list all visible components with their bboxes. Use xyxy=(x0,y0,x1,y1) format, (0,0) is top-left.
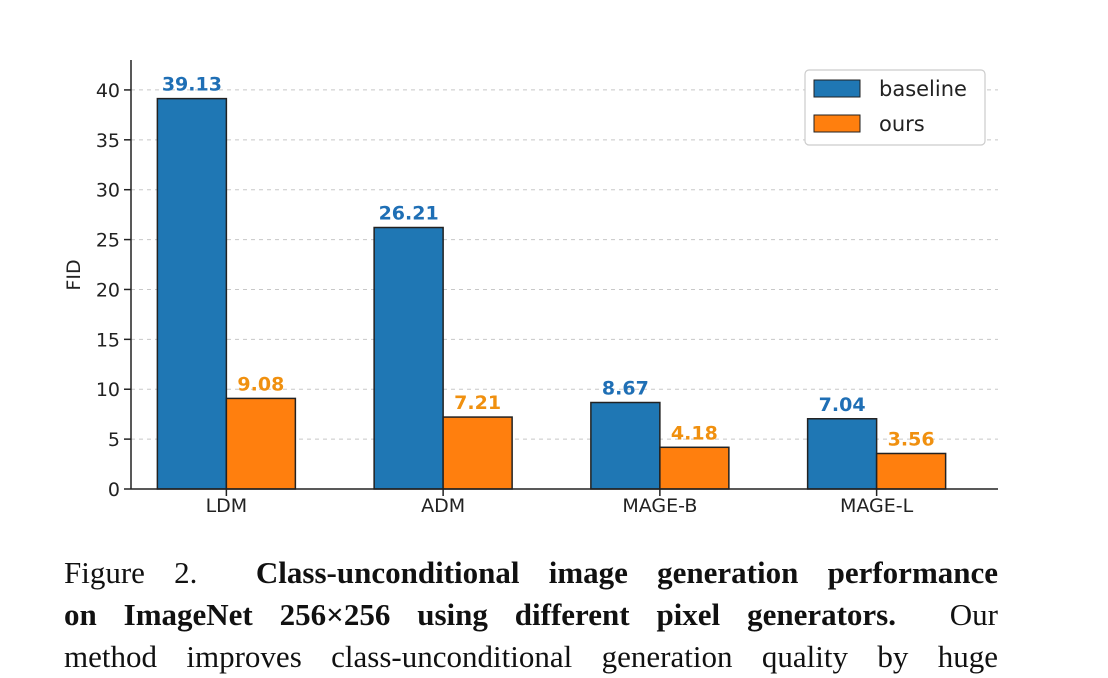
caption-line-2: on ImageNet 256×256 using different pixe… xyxy=(64,594,998,636)
x-tick-label-mage-b: MAGE-B xyxy=(622,495,697,517)
caption-text-part-1: Our xyxy=(949,597,998,632)
bar-ours-adm xyxy=(442,416,513,490)
data-label-ours-ldm: 9.08 xyxy=(237,373,284,395)
figure-caption: Figure 2. Class-unconditional image gene… xyxy=(64,552,998,678)
data-label-baseline-ldm: 39.13 xyxy=(162,74,222,96)
bar-ours-mage-b xyxy=(659,446,730,490)
y-axis-title: FID xyxy=(63,259,85,290)
bar-ours-mage-l xyxy=(875,452,947,490)
y-tick-label: 10 xyxy=(96,379,120,401)
bar-ours-ldm xyxy=(225,397,297,490)
y-tick-label: 20 xyxy=(96,279,120,301)
bar-baseline-mage-l xyxy=(806,418,878,490)
y-tick-label: 5 xyxy=(108,429,120,451)
data-label-baseline-mage-b: 8.67 xyxy=(602,378,649,400)
caption-title-part-2: on ImageNet 256×256 using different pixe… xyxy=(64,597,896,632)
data-label-ours-mage-b: 4.18 xyxy=(671,422,718,444)
caption-line-1: Figure 2. Class-unconditional image gene… xyxy=(64,552,998,594)
y-tick-label: 40 xyxy=(96,80,120,102)
legend-label-ours: ours xyxy=(879,112,925,136)
caption-label: Figure 2. xyxy=(64,555,198,590)
caption-title-part-1: Class-unconditional image generation per… xyxy=(255,555,999,590)
legend-swatch-ours xyxy=(813,114,861,133)
legend: baseline ours xyxy=(804,69,986,146)
fid-bar-chart: 39.13 9.08 26.21 7.21 8.67 4.18 7.04 3.56 0 5 10 1… xyxy=(63,60,998,517)
data-label-ours-adm: 7.21 xyxy=(454,392,501,414)
data-labels: 39.13 9.08 26.21 7.21 8.67 4.18 7.04 3.56 xyxy=(162,74,935,451)
x-tick-label-ldm: LDM xyxy=(206,495,248,517)
y-tick-label: 30 xyxy=(96,180,120,202)
y-tick-label: 35 xyxy=(96,130,120,152)
bar-baseline-mage-b xyxy=(590,401,661,490)
y-tick-label: 0 xyxy=(108,479,120,501)
legend-swatch-baseline xyxy=(813,79,861,98)
data-label-baseline-adm: 26.21 xyxy=(379,203,439,225)
data-label-baseline-mage-l: 7.04 xyxy=(819,394,866,416)
bar-baseline-adm xyxy=(373,226,444,490)
y-tick-label: 25 xyxy=(96,230,120,252)
axes xyxy=(130,60,998,490)
legend-label-baseline: baseline xyxy=(879,77,967,101)
bars xyxy=(156,97,947,490)
bar-baseline-ldm xyxy=(156,97,228,490)
y-tick-label: 15 xyxy=(96,329,120,351)
tick-labels: 0 5 10 15 20 25 30 35 40 LDM ADM MAGE-B MAGE-L xyxy=(96,80,914,517)
data-label-ours-mage-l: 3.56 xyxy=(888,428,935,450)
x-tick-label-mage-l: MAGE-L xyxy=(840,495,914,517)
x-tick-label-adm: ADM xyxy=(421,495,465,517)
caption-line-3: method improves class-unconditional gene… xyxy=(64,639,998,674)
gridlines xyxy=(131,89,998,440)
